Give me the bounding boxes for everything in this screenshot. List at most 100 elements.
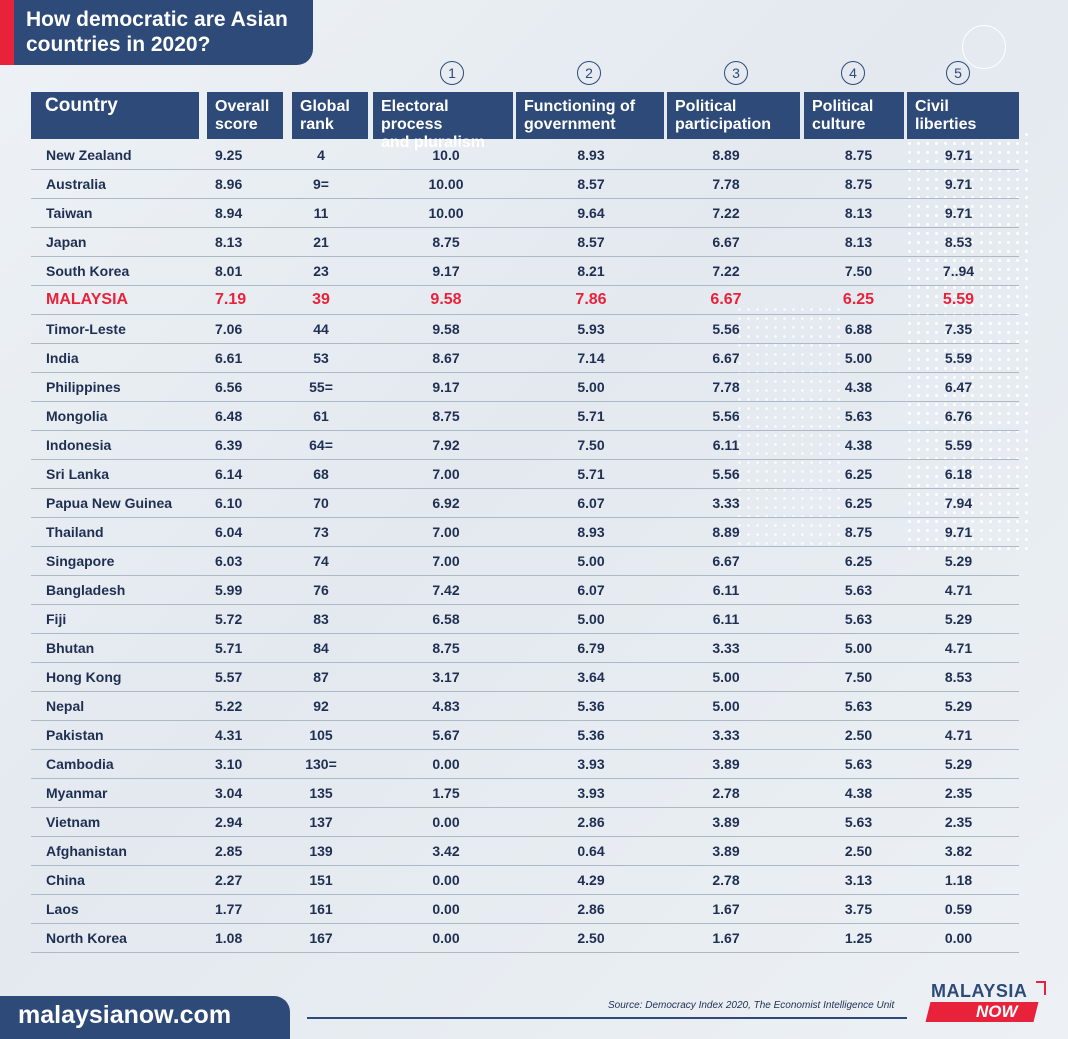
cell-political-participation: 5.56 — [712, 466, 740, 482]
cell-functioning-government: 2.50 — [577, 930, 605, 946]
table-row: Japan 8.13 21 8.75 8.57 6.67 8.13 8.53 — [31, 228, 1019, 257]
cell-electoral-process: 0.00 — [432, 756, 460, 772]
cell-political-participation: 8.89 — [712, 147, 740, 163]
cell-electoral-process: 7.00 — [432, 466, 460, 482]
cell-global-rank: 73 — [313, 524, 329, 540]
cell-political-culture: 5.63 — [844, 698, 873, 714]
cell-political-participation: 7.78 — [712, 176, 740, 192]
cell-political-culture: 5.63 — [844, 582, 873, 598]
title-banner: How democratic are Asian countries in 20… — [0, 0, 313, 65]
cell-functioning-government: 7.50 — [577, 437, 605, 453]
cell-civil-liberties: 5.29 — [944, 611, 973, 627]
cell-political-participation: 2.78 — [712, 872, 740, 888]
cell-functioning-government: 6.79 — [577, 640, 605, 656]
cell-political-participation: 1.67 — [712, 901, 740, 917]
cell-functioning-government: 3.93 — [577, 785, 605, 801]
cell-electoral-process: 3.17 — [432, 669, 460, 685]
cell-global-rank: 4 — [317, 147, 325, 163]
cell-political-culture: 5.00 — [844, 350, 873, 366]
table-row-highlighted: MALAYSIA 7.19 39 9.58 7.86 6.67 6.25 5.59 — [31, 286, 1019, 315]
cell-country: Sri Lanka — [46, 466, 110, 482]
page-title: How democratic are Asian countries in 20… — [26, 8, 288, 56]
cell-overall-score: 8.01 — [215, 263, 243, 279]
cell-electoral-process: 10.00 — [428, 176, 464, 192]
cell-political-participation: 6.11 — [712, 582, 740, 598]
cell-country: Australia — [46, 176, 106, 192]
cell-global-rank: 68 — [313, 466, 329, 482]
cell-functioning-government: 8.93 — [577, 524, 605, 540]
cell-functioning-government: 5.00 — [577, 611, 605, 627]
column-number-3: 3 — [724, 61, 748, 85]
cell-political-participation: 6.67 — [712, 234, 740, 250]
cell-electoral-process: 10.0 — [432, 147, 460, 163]
cell-political-culture: 3.13 — [844, 872, 873, 888]
cell-political-participation: 3.33 — [712, 640, 740, 656]
cell-global-rank: 87 — [313, 669, 329, 685]
table-row: China 2.27 151 0.00 4.29 2.78 3.13 1.18 — [31, 866, 1019, 895]
cell-political-culture: 6.25 — [844, 553, 873, 569]
cell-political-culture: 2.50 — [844, 727, 873, 743]
cell-global-rank: 74 — [313, 553, 329, 569]
header-functioning-government: Functioning of government — [516, 92, 664, 139]
cell-civil-liberties: 2.35 — [944, 785, 973, 801]
cell-political-culture: 8.13 — [844, 205, 873, 221]
site-url[interactable]: malaysianow.com — [18, 1001, 232, 1029]
table-row: New Zealand 9.25 4 10.0 8.93 8.89 8.75 9.71 — [31, 141, 1019, 170]
cell-overall-score: 2.27 — [215, 872, 243, 888]
table-row: Thailand 6.04 73 7.00 8.93 8.89 8.75 9.71 — [31, 518, 1019, 547]
cell-functioning-government: 0.64 — [577, 843, 605, 859]
cell-global-rank: 61 — [313, 408, 329, 424]
cell-functioning-government: 5.93 — [577, 321, 605, 337]
cell-functioning-government: 5.71 — [577, 466, 605, 482]
cell-functioning-government: 3.93 — [577, 756, 605, 772]
table-row: Singapore 6.03 74 7.00 5.00 6.67 6.25 5.29 — [31, 547, 1019, 576]
cell-overall-score: 6.04 — [215, 524, 243, 540]
column-number-4: 4 — [841, 61, 865, 85]
cell-political-participation: 3.33 — [712, 727, 740, 743]
table-row: Papua New Guinea 6.10 70 6.92 6.07 3.33 6.25 7.… — [31, 489, 1019, 518]
cell-overall-score: 6.61 — [215, 350, 243, 366]
cell-civil-liberties: 6.76 — [944, 408, 973, 424]
table-row: Laos 1.77 161 0.00 2.86 1.67 3.75 0.59 — [31, 895, 1019, 924]
cell-political-culture: 5.63 — [844, 408, 873, 424]
cell-country: Laos — [46, 901, 79, 917]
table-row: Cambodia 3.10 130= 0.00 3.93 3.89 5.63 5.29 — [31, 750, 1019, 779]
logo-wordmark-top: MALAYSIA — [931, 981, 1028, 1001]
logo-bracket — [1036, 981, 1046, 995]
cell-political-participation: 3.33 — [712, 495, 740, 511]
header-political-culture: Political culture — [804, 92, 904, 139]
cell-global-rank: 44 — [313, 321, 329, 337]
cell-political-culture: 5.63 — [844, 814, 873, 830]
table-row: Bhutan 5.71 84 8.75 6.79 3.33 5.00 4.71 — [31, 634, 1019, 663]
table-row: Hong Kong 5.57 87 3.17 3.64 5.00 7.50 8.53 — [31, 663, 1019, 692]
cell-civil-liberties: 5.59 — [942, 291, 975, 308]
cell-political-culture: 7.50 — [844, 263, 873, 279]
cell-overall-score: 8.13 — [215, 234, 243, 250]
cell-overall-score: 2.85 — [215, 843, 243, 859]
cell-political-culture: 7.50 — [844, 669, 873, 685]
table-row: Mongolia 6.48 61 8.75 5.71 5.56 5.63 6.76 — [31, 402, 1019, 431]
cell-political-culture: 8.75 — [844, 147, 873, 163]
cell-political-participation: 5.00 — [712, 698, 740, 714]
table-row: India 6.61 53 8.67 7.14 6.67 5.00 5.59 — [31, 344, 1019, 373]
cell-civil-liberties: 5.29 — [944, 756, 973, 772]
cell-political-culture: 4.38 — [844, 785, 873, 801]
cell-functioning-government: 7.86 — [575, 291, 607, 308]
cell-electoral-process: 6.92 — [432, 495, 460, 511]
cell-electoral-process: 0.00 — [432, 901, 460, 917]
cell-global-rank: 70 — [313, 495, 329, 511]
cell-political-culture: 6.25 — [844, 495, 873, 511]
cell-overall-score: 6.56 — [215, 379, 243, 395]
cell-political-participation: 5.00 — [712, 669, 740, 685]
cell-electoral-process: 7.42 — [432, 582, 460, 598]
cell-electoral-process: 9.17 — [432, 379, 460, 395]
decorative-circle — [962, 25, 1006, 69]
cell-civil-liberties: 6.18 — [944, 466, 973, 482]
cell-electoral-process: 9.58 — [432, 321, 460, 337]
cell-country: Thailand — [46, 524, 104, 540]
cell-electoral-process: 8.67 — [432, 350, 460, 366]
table-row: Fiji 5.72 83 6.58 5.00 6.11 5.63 5.29 — [31, 605, 1019, 634]
cell-political-culture: 6.25 — [844, 466, 873, 482]
cell-political-culture: 5.63 — [844, 756, 873, 772]
cell-civil-liberties: 7.94 — [944, 495, 973, 511]
